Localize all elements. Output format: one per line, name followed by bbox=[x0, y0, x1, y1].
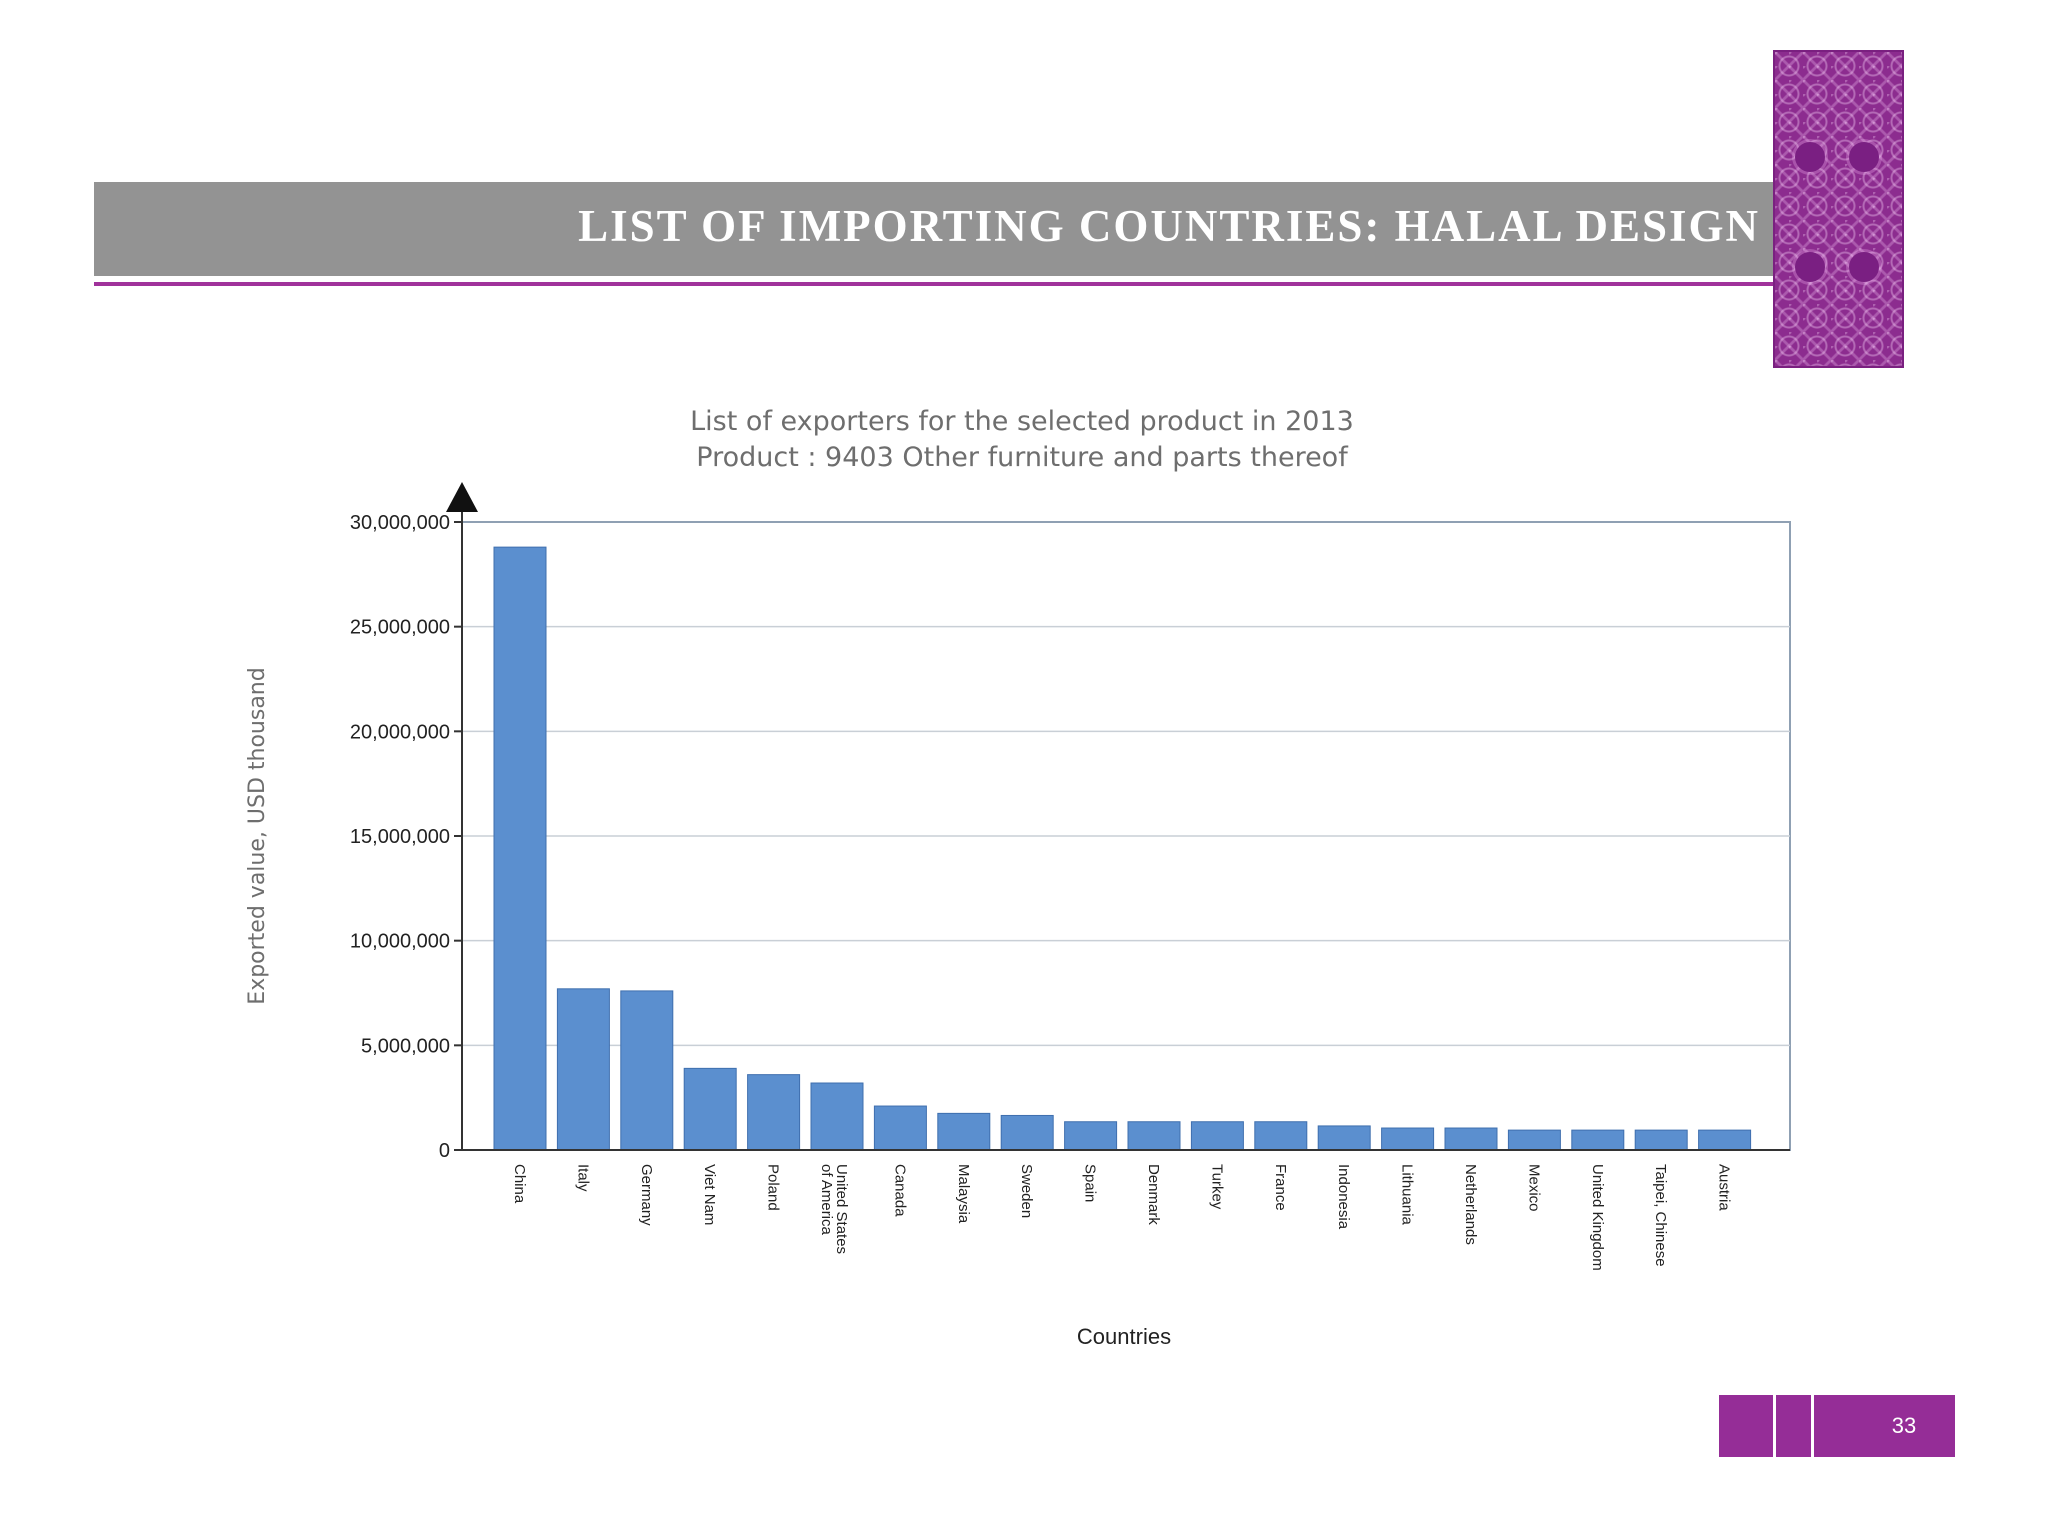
bar bbox=[747, 1074, 801, 1151]
y-tick-label: 10,000,000 bbox=[350, 931, 450, 953]
bar bbox=[683, 1067, 737, 1151]
bar bbox=[1698, 1129, 1752, 1151]
page-number-badge: 33 bbox=[1719, 1395, 1955, 1457]
bar bbox=[1634, 1129, 1688, 1151]
x-tick-label: Lithuania bbox=[1399, 1164, 1416, 1226]
chart-title: List of exporters for the selected produ… bbox=[690, 406, 1354, 437]
x-tick-label-line: Taipei, Chinese bbox=[1652, 1164, 1669, 1267]
bar bbox=[493, 546, 547, 1151]
x-tick-label: Sweden bbox=[1018, 1164, 1035, 1218]
slide-title: LIST OF IMPORTING COUNTRIES: HALAL DESIG… bbox=[578, 201, 1760, 251]
bar bbox=[620, 990, 674, 1151]
x-tick-label: France bbox=[1272, 1164, 1289, 1211]
x-tick-label-line: Austria bbox=[1716, 1164, 1733, 1211]
x-tick-label-line: Malaysia bbox=[955, 1164, 972, 1224]
x-tick-label-line: China bbox=[511, 1164, 528, 1204]
title-bar: LIST OF IMPORTING COUNTRIES: HALAL DESIG… bbox=[94, 182, 1774, 276]
badge-stripe bbox=[1811, 1395, 1814, 1457]
decorative-pattern-icon bbox=[1773, 50, 1904, 368]
y-tick-label: 25,000,000 bbox=[350, 617, 450, 639]
x-tick-label: China bbox=[511, 1164, 528, 1204]
bar bbox=[1571, 1129, 1625, 1151]
y-tick-label: 30,000,000 bbox=[350, 512, 450, 534]
x-tick-label: Taipei, Chinese bbox=[1652, 1164, 1669, 1267]
x-tick-label: Denmark bbox=[1145, 1164, 1162, 1225]
x-tick-label: Spain bbox=[1082, 1164, 1099, 1202]
pattern-dot bbox=[1849, 142, 1879, 172]
badge-stripe bbox=[1773, 1395, 1776, 1457]
bar bbox=[873, 1105, 927, 1151]
y-tick-label: 20,000,000 bbox=[350, 721, 450, 743]
x-tick-label: Poland bbox=[765, 1164, 782, 1211]
bar bbox=[937, 1112, 991, 1151]
bar bbox=[1444, 1127, 1498, 1151]
x-tick-label-line: United Kingdom bbox=[1589, 1164, 1606, 1271]
x-tick-label-line: United States bbox=[833, 1164, 850, 1254]
title-underline bbox=[94, 282, 1774, 286]
x-tick-label-line: Netherlands bbox=[1462, 1164, 1479, 1245]
x-tick-label: Turkey bbox=[1208, 1164, 1225, 1210]
x-tick-label-line: of America bbox=[818, 1164, 835, 1236]
x-tick-label: United Statesof America bbox=[818, 1164, 850, 1254]
bar bbox=[1381, 1127, 1435, 1151]
bar bbox=[1317, 1125, 1371, 1151]
x-tick-label-line: Indonesia bbox=[1335, 1164, 1352, 1230]
bar bbox=[1507, 1129, 1561, 1151]
x-tick-label: Viet Nam bbox=[701, 1164, 718, 1225]
x-tick-label-line: Turkey bbox=[1208, 1164, 1225, 1210]
x-tick-label-line: Germany bbox=[638, 1164, 655, 1226]
x-tick-label-line: Viet Nam bbox=[701, 1164, 718, 1225]
x-tick-label-line: Mexico bbox=[1525, 1164, 1542, 1212]
pattern-dot bbox=[1795, 252, 1825, 282]
chart-subtitle: Product : 9403 Other furniture and parts… bbox=[696, 442, 1349, 473]
y-axis-arrow-icon bbox=[446, 482, 478, 512]
page-number: 33 bbox=[1891, 1413, 1917, 1438]
x-tick-label: Canada bbox=[891, 1164, 908, 1217]
bar bbox=[556, 988, 610, 1151]
x-tick-label: Austria bbox=[1716, 1164, 1733, 1211]
y-tick-label: 5,000,000 bbox=[361, 1035, 450, 1057]
x-tick-label: Germany bbox=[638, 1164, 655, 1226]
bar bbox=[1254, 1121, 1308, 1151]
x-tick-label: Netherlands bbox=[1462, 1164, 1479, 1245]
x-tick-label-line: Denmark bbox=[1145, 1164, 1162, 1225]
x-tick-label-line: Italy bbox=[574, 1164, 591, 1192]
x-tick-label: Mexico bbox=[1525, 1164, 1542, 1212]
x-tick-label-line: Sweden bbox=[1018, 1164, 1035, 1218]
bar bbox=[1190, 1121, 1244, 1151]
bar bbox=[1000, 1114, 1054, 1151]
x-tick-label: Malaysia bbox=[955, 1164, 972, 1224]
y-tick-label: 15,000,000 bbox=[350, 826, 450, 848]
x-axis-label: Countries bbox=[1077, 1324, 1171, 1349]
bar bbox=[810, 1082, 864, 1151]
x-tick-label-line: Lithuania bbox=[1399, 1164, 1416, 1226]
pattern-dot bbox=[1849, 252, 1879, 282]
bar bbox=[1127, 1121, 1181, 1151]
x-tick-label-line: Poland bbox=[765, 1164, 782, 1211]
pattern-dot bbox=[1795, 142, 1825, 172]
x-tick-label: Italy bbox=[574, 1164, 591, 1192]
x-tick-label: United Kingdom bbox=[1589, 1164, 1606, 1271]
x-tick-label-line: Spain bbox=[1082, 1164, 1099, 1202]
y-axis-label: Exported value, USD thousand bbox=[245, 667, 270, 1004]
x-tick-label: Indonesia bbox=[1335, 1164, 1352, 1230]
x-tick-label-line: France bbox=[1272, 1164, 1289, 1211]
bar bbox=[1064, 1121, 1118, 1151]
x-tick-label-line: Canada bbox=[891, 1164, 908, 1217]
y-tick-label: 0 bbox=[439, 1140, 450, 1162]
